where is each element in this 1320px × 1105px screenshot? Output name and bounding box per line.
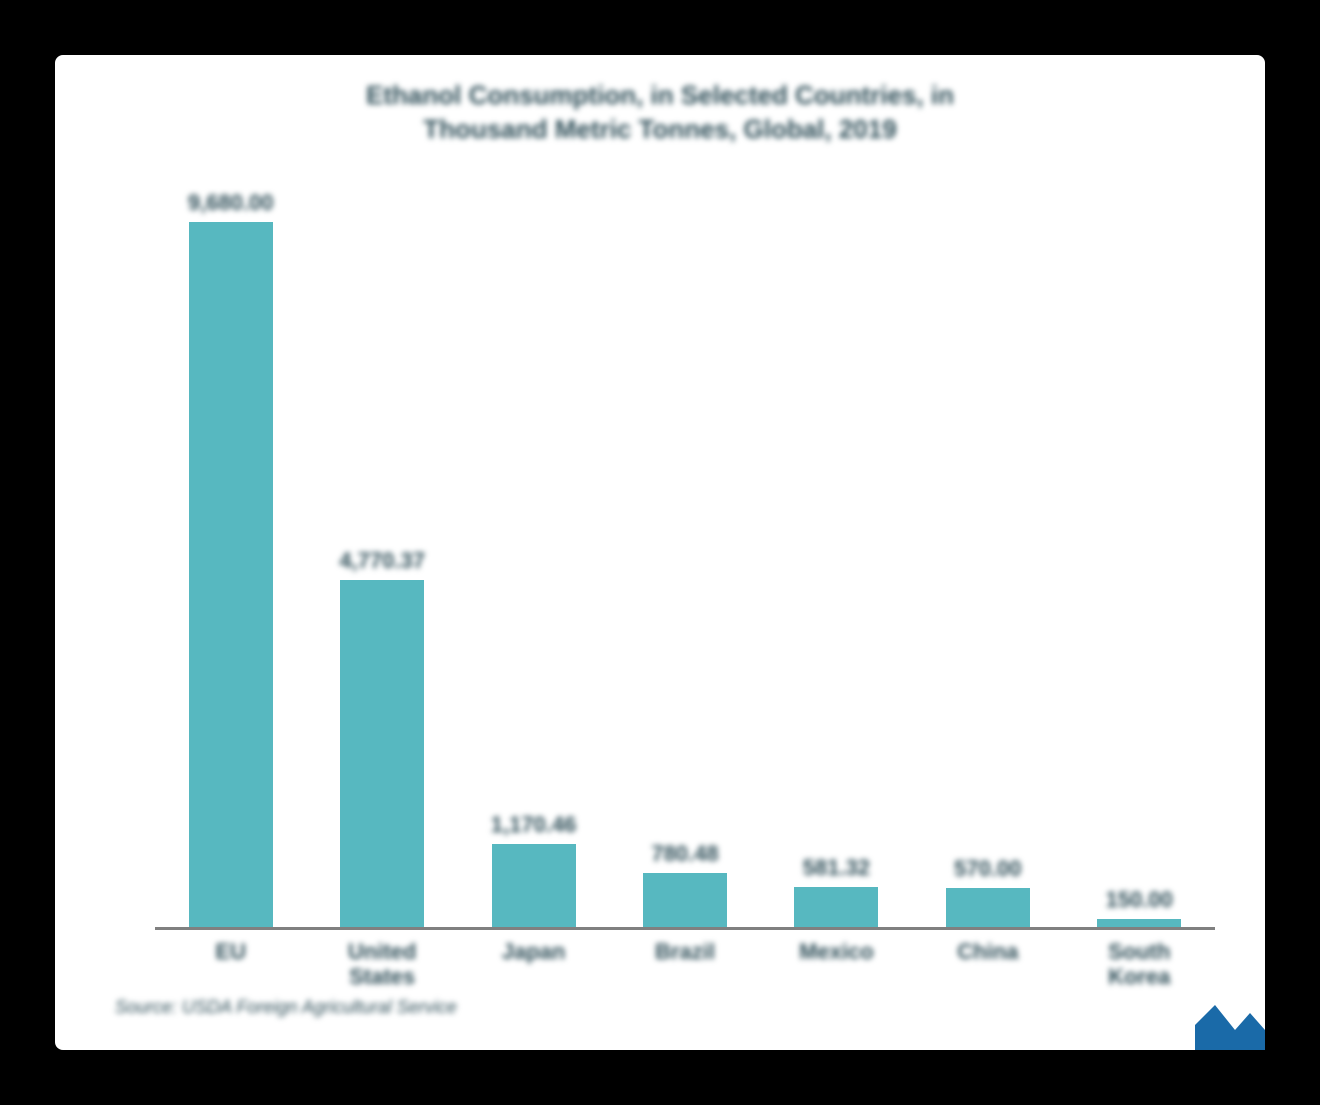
x-axis-label: Japan [458, 933, 609, 990]
chart-title-line2: Thousand Metric Tonnes, Global, 2019 [423, 114, 896, 144]
bar-slot: 150.00 [1064, 190, 1215, 930]
chart-title-line1: Ethanol Consumption, in Selected Countri… [366, 80, 954, 110]
bar-slot: 570.00 [912, 190, 1063, 930]
bar-value-label: 4,770.37 [339, 548, 425, 574]
bar-slot: 1,170.46 [458, 190, 609, 930]
bar-value-label: 780.48 [651, 841, 718, 867]
x-axis-line [155, 927, 1215, 930]
bar-rect [340, 580, 424, 930]
x-axis-label: Brazil [609, 933, 760, 990]
brand-logo [1195, 995, 1265, 1050]
bar-rect [189, 222, 273, 930]
bar-value-label: 581.32 [803, 855, 870, 881]
bar-rect [946, 888, 1030, 930]
bar-value-label: 570.00 [954, 856, 1021, 882]
x-axis-label: EU [155, 933, 306, 990]
x-axis-labels: EUUnitedStatesJapanBrazilMexicoChinaSout… [155, 933, 1215, 990]
chart-card: Ethanol Consumption, in Selected Countri… [55, 55, 1265, 1050]
bar-value-label: 1,170.46 [491, 812, 577, 838]
bar-rect [794, 887, 878, 930]
bar-slot: 4,770.37 [306, 190, 457, 930]
bar-slot: 581.32 [761, 190, 912, 930]
bar-slot: 9,680.00 [155, 190, 306, 930]
bar-slot: 780.48 [609, 190, 760, 930]
x-axis-label: SouthKorea [1064, 933, 1215, 990]
x-axis-label: UnitedStates [306, 933, 457, 990]
bar-value-label: 150.00 [1106, 887, 1173, 913]
chart-title: Ethanol Consumption, in Selected Countri… [55, 79, 1265, 147]
bar-value-label: 9,680.00 [188, 190, 274, 216]
bar-rect [492, 844, 576, 930]
x-axis-label: China [912, 933, 1063, 990]
x-axis-label: Mexico [761, 933, 912, 990]
bar-rect [643, 873, 727, 930]
chart-source: Source: USDA Foreign Agricultural Servic… [115, 997, 457, 1018]
chart-bars: 9,680.00 4,770.37 1,170.46 780.48 581.32 570.… [155, 190, 1215, 930]
chart-plot-area: 9,680.00 4,770.37 1,170.46 780.48 581.32 570.… [155, 190, 1215, 930]
